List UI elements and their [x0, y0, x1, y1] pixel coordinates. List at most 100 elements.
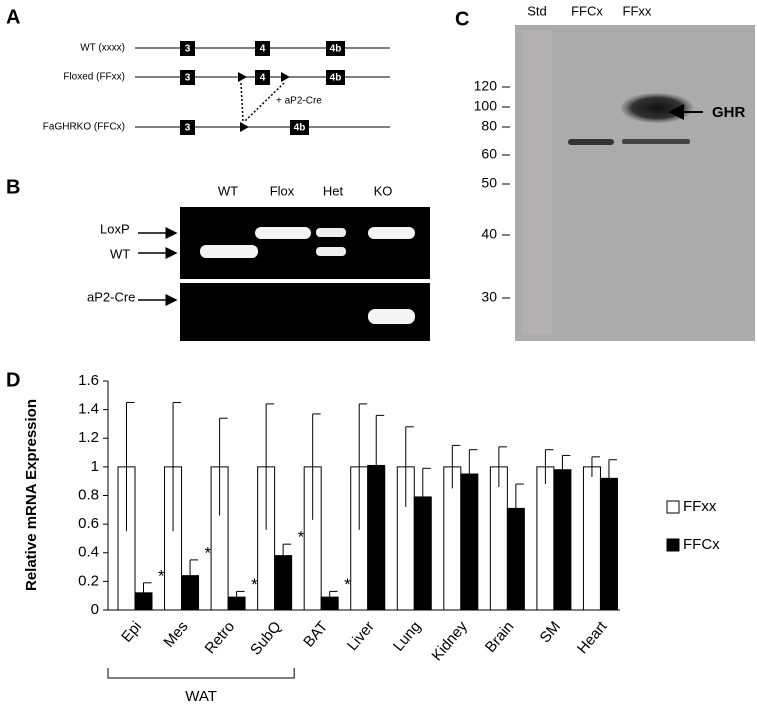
- x-tick-label: Heart: [574, 618, 611, 658]
- lane-label: FFxx: [623, 3, 652, 18]
- exon-label: 4b: [294, 123, 306, 134]
- band: [621, 93, 693, 123]
- exon-label: 4b: [330, 44, 342, 55]
- legend-swatch: [666, 500, 680, 514]
- panel-label: B: [6, 176, 20, 198]
- band-label: LoxP: [100, 221, 130, 236]
- x-tick-label: BAT: [300, 618, 331, 650]
- recombination-line: [240, 82, 244, 122]
- membrane: [515, 25, 755, 341]
- legend-label: FFxx: [683, 498, 717, 515]
- marker-label: 50: [481, 175, 497, 191]
- panel-label: A: [6, 6, 20, 28]
- bar: [599, 477, 618, 611]
- band: [316, 247, 346, 256]
- exon: [326, 70, 345, 85]
- lane-label: Std: [527, 3, 547, 18]
- y-tick-label: 0.2: [78, 572, 99, 589]
- marker-label: 40: [481, 226, 497, 242]
- band: [622, 139, 690, 144]
- exon-label: 3: [185, 44, 191, 55]
- x-tick-label: Retro: [202, 618, 239, 657]
- exon: [326, 41, 345, 56]
- allele-label: WT (xxxx): [80, 43, 125, 54]
- exon: [180, 120, 195, 135]
- y-tick-label: 0.6: [78, 515, 99, 532]
- y-tick-label: 1.4: [78, 401, 99, 418]
- exon: [180, 70, 195, 85]
- exon-label: 4: [260, 73, 266, 84]
- marker-label: 60: [481, 146, 497, 162]
- x-tick-label: Lung: [390, 618, 424, 654]
- loxp-site: [281, 72, 290, 82]
- exon-label: 3: [185, 73, 191, 84]
- band-label: aP2-Cre: [87, 289, 135, 304]
- lane-label: WT: [218, 183, 238, 198]
- x-tick-label: Brain: [482, 618, 518, 656]
- x-tick-label: SubQ: [247, 618, 285, 658]
- marker-ticks: [502, 86, 510, 299]
- gene-schematic: WT (xxxx) Floxed (FFxx) FaGHRKO (FFCx) 3…: [43, 41, 390, 135]
- y-tick-label: 0.8: [78, 486, 99, 503]
- legend-label: FFCx: [683, 536, 720, 553]
- exon-label: 4: [260, 44, 266, 55]
- y-tick-label: 0.4: [78, 544, 99, 561]
- recombination-line: [244, 82, 285, 122]
- loxp-site: [240, 122, 249, 132]
- y-tick-label: 0: [91, 601, 99, 618]
- significance-mark: *: [298, 528, 305, 547]
- bar: [582, 466, 601, 611]
- bar: [536, 466, 555, 611]
- western-blot: Std FFCx FFxx 120 100 80 60 50 40 30 GHR: [474, 3, 755, 341]
- lane-label: Het: [323, 183, 344, 198]
- allele-label: FaGHRKO (FFCx): [43, 122, 125, 133]
- exon: [255, 70, 270, 85]
- significance-mark: *: [158, 566, 165, 585]
- significance-mark: *: [205, 543, 212, 562]
- marker-label: 100: [474, 98, 498, 114]
- exon: [255, 41, 270, 56]
- ladder-lane: [522, 30, 552, 335]
- x-tick-label: SM: [537, 618, 564, 646]
- y-tick-label: 1.2: [78, 429, 99, 446]
- significance-mark: *: [344, 575, 351, 594]
- x-tick-label: Mes: [160, 618, 191, 651]
- x-tick-label: Kidney: [428, 618, 471, 664]
- cre-label: + aP2-Cre: [276, 96, 322, 107]
- lane-label: FFCx: [571, 3, 603, 18]
- band: [200, 245, 258, 258]
- band: [368, 309, 415, 324]
- lane-label: Flox: [270, 183, 295, 198]
- marker-label: 80: [481, 118, 497, 134]
- y-axis-title: Relative mRNA Expression: [23, 399, 40, 591]
- x-tick-label: Liver: [344, 618, 378, 654]
- significance-mark: *: [251, 575, 258, 594]
- target-label: GHR: [712, 104, 746, 121]
- bar: [489, 466, 508, 611]
- exon-label: 4b: [330, 73, 342, 84]
- group-label: WAT: [185, 688, 217, 705]
- lane-label: KO: [374, 183, 393, 198]
- allele-label: Floxed (FFxx): [63, 72, 125, 83]
- panel-label: C: [455, 8, 469, 30]
- bar: [553, 469, 572, 611]
- marker-label: 30: [481, 289, 497, 305]
- exon: [180, 41, 195, 56]
- y-tick-label: 1.6: [78, 372, 99, 389]
- band-label: WT: [110, 246, 130, 261]
- panel-label: D: [6, 369, 20, 391]
- band: [255, 227, 311, 239]
- band: [368, 227, 415, 239]
- legend-swatch: [666, 538, 680, 552]
- gel: [180, 207, 430, 279]
- exon: [290, 120, 309, 135]
- y-tick-label: 1: [91, 458, 99, 475]
- group-bracket: [107, 668, 295, 679]
- marker-label: 120: [474, 78, 498, 94]
- band: [568, 139, 614, 145]
- band: [316, 228, 346, 237]
- pcr-gel: WT Flox Het KO LoxP WT aP2-Cre: [87, 183, 430, 341]
- exon-label: 3: [185, 123, 191, 134]
- x-tick-label: Epi: [118, 618, 145, 646]
